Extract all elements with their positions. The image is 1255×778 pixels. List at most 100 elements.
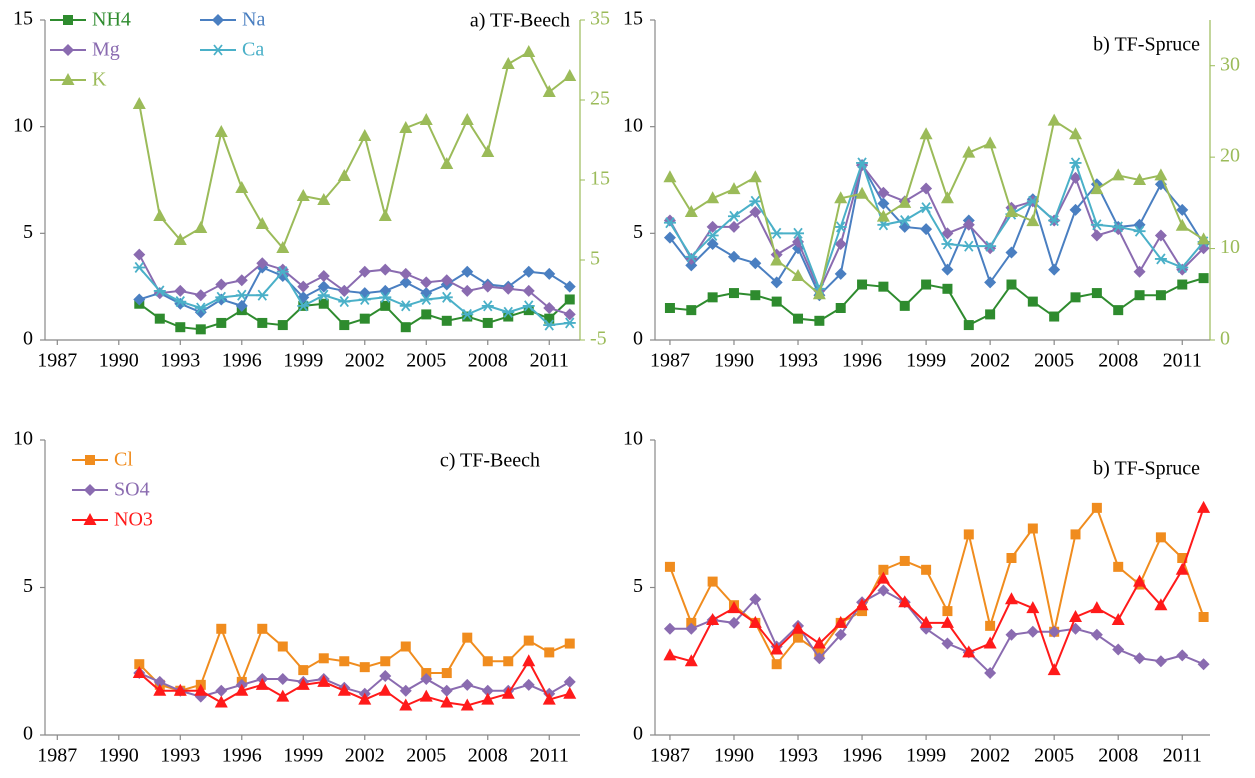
marker xyxy=(380,656,391,667)
marker xyxy=(1090,628,1103,641)
marker xyxy=(215,684,228,697)
marker xyxy=(420,293,433,306)
marker xyxy=(983,136,997,149)
x-tick-label: 1996 xyxy=(842,350,882,372)
marker xyxy=(1133,173,1147,185)
marker xyxy=(877,584,890,597)
marker xyxy=(400,641,411,652)
marker xyxy=(543,267,556,280)
marker xyxy=(419,113,433,125)
marker xyxy=(1026,601,1040,614)
marker xyxy=(791,269,805,281)
marker xyxy=(174,284,187,297)
marker xyxy=(834,221,847,233)
marker xyxy=(378,683,392,696)
series-line xyxy=(138,625,571,692)
marker xyxy=(898,595,912,608)
marker xyxy=(963,320,974,331)
marker xyxy=(564,294,575,305)
marker xyxy=(563,675,576,688)
marker xyxy=(257,317,268,328)
marker xyxy=(834,238,847,250)
marker xyxy=(317,674,331,687)
marker xyxy=(1154,229,1167,242)
marker xyxy=(1090,219,1103,231)
marker xyxy=(1090,229,1103,242)
legend-marker xyxy=(83,513,97,525)
marker xyxy=(441,315,452,326)
marker xyxy=(501,686,515,699)
marker xyxy=(1112,221,1125,233)
marker xyxy=(857,279,868,290)
marker xyxy=(400,322,411,333)
marker xyxy=(399,684,412,697)
marker xyxy=(1070,529,1081,540)
marker xyxy=(706,191,720,204)
marker xyxy=(339,656,350,667)
x-tick-label: 1990 xyxy=(99,350,139,372)
marker xyxy=(834,191,848,204)
marker xyxy=(1112,643,1125,656)
marker xyxy=(1111,612,1125,625)
marker xyxy=(1154,655,1167,668)
marker xyxy=(359,662,370,673)
marker xyxy=(297,300,310,312)
y2-tick-label: 30 xyxy=(1220,53,1240,75)
y2-tick-label: 5 xyxy=(590,248,600,270)
x-tick-label: 2011 xyxy=(1163,350,1202,372)
marker xyxy=(1069,127,1083,140)
legend-label: Ca xyxy=(242,39,264,61)
marker xyxy=(563,308,576,321)
legend-marker xyxy=(84,484,96,496)
marker xyxy=(544,313,555,324)
marker xyxy=(1155,290,1166,301)
marker xyxy=(707,576,718,587)
marker xyxy=(379,670,392,682)
marker xyxy=(983,636,997,649)
marker xyxy=(379,284,392,297)
marker xyxy=(1111,168,1125,181)
y-tick-label: 10 xyxy=(13,114,33,136)
marker xyxy=(543,302,556,314)
marker xyxy=(1133,225,1146,237)
marker xyxy=(963,529,974,540)
marker xyxy=(663,648,677,661)
marker xyxy=(770,227,783,239)
marker xyxy=(461,678,474,691)
x-tick-label: 1987 xyxy=(650,745,690,767)
marker xyxy=(1027,296,1038,307)
marker xyxy=(153,683,167,696)
marker xyxy=(750,290,761,301)
marker xyxy=(502,282,515,295)
marker xyxy=(255,217,269,229)
marker xyxy=(1197,232,1211,245)
marker xyxy=(563,69,577,81)
marker xyxy=(1069,171,1082,184)
marker xyxy=(481,300,494,312)
marker xyxy=(153,209,167,221)
marker xyxy=(727,210,740,222)
series-line xyxy=(138,50,571,250)
marker xyxy=(919,615,933,628)
x-tick-label: 1987 xyxy=(650,350,690,372)
x-tick-label: 2002 xyxy=(345,745,385,767)
series-line xyxy=(669,162,1205,297)
x-tick-label: 2002 xyxy=(970,350,1010,372)
marker xyxy=(706,229,719,242)
marker xyxy=(522,45,536,57)
marker xyxy=(462,632,473,643)
marker xyxy=(296,189,310,201)
marker xyxy=(1048,625,1061,638)
marker xyxy=(378,209,392,221)
marker xyxy=(1069,203,1082,216)
marker xyxy=(1091,502,1102,513)
marker xyxy=(542,692,556,705)
x-tick-label: 1990 xyxy=(714,745,754,767)
marker xyxy=(276,266,289,278)
marker xyxy=(727,616,740,629)
marker xyxy=(942,283,953,294)
y-tick-label: 10 xyxy=(623,114,643,136)
panel-title: b) TF-Spruce xyxy=(1093,458,1200,480)
marker xyxy=(770,253,784,266)
series-line xyxy=(669,505,1205,667)
